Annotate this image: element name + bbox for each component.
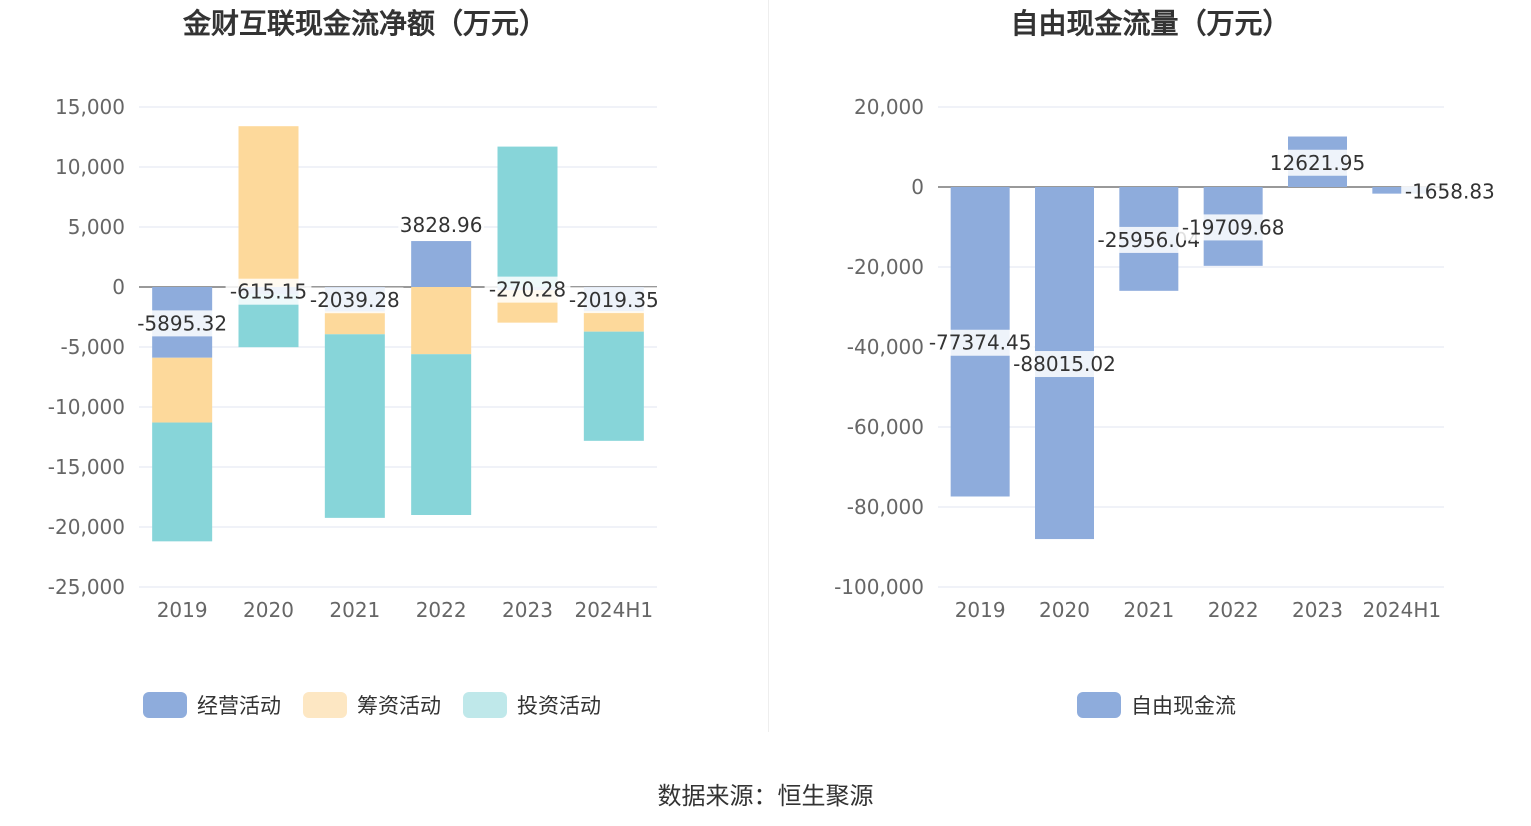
cashflow-bar — [583, 331, 644, 441]
cashflow-legend-item[interactable]: 筹资活动 — [303, 690, 441, 720]
cashflow-data-label: -615.15 — [230, 280, 307, 304]
cashflow-x-tick-label: 2024H1 — [574, 598, 653, 622]
cashflow-legend-item[interactable]: 投资活动 — [463, 690, 601, 720]
cashflow-legend-item[interactable]: 经营活动 — [143, 690, 281, 720]
fcf-legend-swatch — [1077, 692, 1121, 718]
cashflow-bar — [411, 287, 472, 355]
cashflow-legend-swatch — [303, 692, 347, 718]
cashflow-y-tick-label: -10,000 — [48, 395, 125, 419]
free-cashflow-legend: 自由现金流 — [1077, 690, 1258, 720]
fcf-data-label: -1658.83 — [1405, 179, 1495, 203]
fcf-x-tick-label: 2019 — [955, 598, 1006, 622]
cashflow-data-label-bg — [565, 287, 663, 314]
fcf-data-label: -77374.45 — [929, 331, 1032, 355]
fcf-y-tick-label: 20,000 — [854, 95, 924, 119]
cashflow-bar — [324, 311, 385, 335]
cashflow-y-tick-label: 5,000 — [68, 215, 125, 239]
cashflow-x-tick-label: 2019 — [157, 598, 208, 622]
fcf-x-tick-label: 2020 — [1039, 598, 1090, 622]
fcf-data-label: 12621.95 — [1270, 151, 1365, 175]
cashflow-bar — [411, 354, 472, 515]
cashflow-y-tick-label: 15,000 — [55, 95, 125, 119]
cashflow-y-tick-label: -15,000 — [48, 455, 125, 479]
fcf-data-label-bg — [1010, 351, 1119, 378]
fcf-data-label-bg — [1178, 214, 1288, 241]
cashflow-y-tick-label: 10,000 — [55, 155, 125, 179]
cashflow-bar — [152, 422, 213, 542]
cashflow-x-tick-label: 2020 — [243, 598, 294, 622]
cashflow-legend-label: 筹资活动 — [357, 694, 441, 718]
cashflow-y-tick-label: 0 — [112, 275, 125, 299]
fcf-y-tick-label: -100,000 — [834, 575, 924, 599]
fcf-y-tick-label: -40,000 — [847, 335, 924, 359]
cashflow-data-label: 3828.96 — [400, 213, 483, 237]
fcf-data-label: -88015.02 — [1013, 352, 1116, 376]
cashflow-bar — [152, 357, 213, 423]
source-note: 数据来源：恒生聚源 — [657, 782, 874, 810]
right-chart-title: 自由现金流量（万元） — [1010, 7, 1291, 40]
fcf-legend-label: 自由现金流 — [1131, 694, 1236, 718]
fcf-x-tick-label: 2023 — [1292, 598, 1343, 622]
cashflow-legend-label: 投资活动 — [517, 694, 601, 718]
cashflow-data-label: -2019.35 — [569, 288, 659, 312]
cashflow-data-label-bg — [133, 310, 231, 337]
cashflow-x-tick-label: 2022 — [416, 598, 467, 622]
fcf-data-label-bg — [1401, 178, 1499, 205]
cashflow-bar — [238, 126, 299, 287]
cashflow-data-label-bg — [306, 287, 404, 314]
free-cashflow-chart: 20,000 0 -20,000 -40,000 -60,000 -80,000 -100,… — [834, 95, 1499, 622]
fcf-y-tick-label: -60,000 — [847, 415, 924, 439]
cashflow-data-label-bg — [398, 212, 485, 239]
cashflow-bar — [411, 241, 472, 287]
cashflow-y-tick-label: -20,000 — [48, 515, 125, 539]
fcf-y-tick-label: -80,000 — [847, 495, 924, 519]
cashflow-data-label: -2039.28 — [310, 288, 400, 312]
cashflow-data-label: -5895.32 — [137, 311, 227, 335]
cashflow-legend-label: 经营活动 — [197, 694, 281, 718]
fcf-x-tick-label: 2021 — [1123, 598, 1174, 622]
fcf-y-tick-label: -20,000 — [847, 255, 924, 279]
panel-divider — [768, 0, 769, 732]
cashflow-bar — [497, 146, 558, 287]
cashflow-bar — [324, 334, 385, 518]
cashflow-x-tick-label: 2021 — [329, 598, 380, 622]
cashflow-legend-swatch — [143, 692, 187, 718]
cashflow-legend-swatch — [463, 692, 507, 718]
fcf-x-tick-label: 2022 — [1208, 598, 1259, 622]
cashflow-y-tick-label: -5,000 — [61, 335, 125, 359]
fcf-legend-item[interactable]: 自由现金流 — [1077, 690, 1236, 720]
cashflow-data-label-bg — [225, 278, 312, 305]
cashflow-legend: 经营活动 筹资活动 投资活动 — [143, 690, 623, 720]
cashflow-y-tick-label: -25,000 — [48, 575, 125, 599]
cashflow-data-label: -270.28 — [489, 278, 566, 302]
cashflow-x-tick-label: 2023 — [502, 598, 553, 622]
fcf-data-label-bg — [1268, 149, 1367, 176]
cashflow-chart: 15,000 10,000 5,000 0 -5,000 -10,000 -15,000 -2… — [48, 95, 663, 622]
left-chart-title: 金财互联现金流净额（万元） — [182, 7, 547, 40]
cashflow-bar — [583, 311, 644, 332]
fcf-x-tick-label: 2024H1 — [1362, 598, 1441, 622]
fcf-y-tick-label: 0 — [911, 175, 924, 199]
cashflow-data-label-bg — [484, 276, 571, 303]
fcf-data-label: -19709.68 — [1182, 215, 1285, 239]
